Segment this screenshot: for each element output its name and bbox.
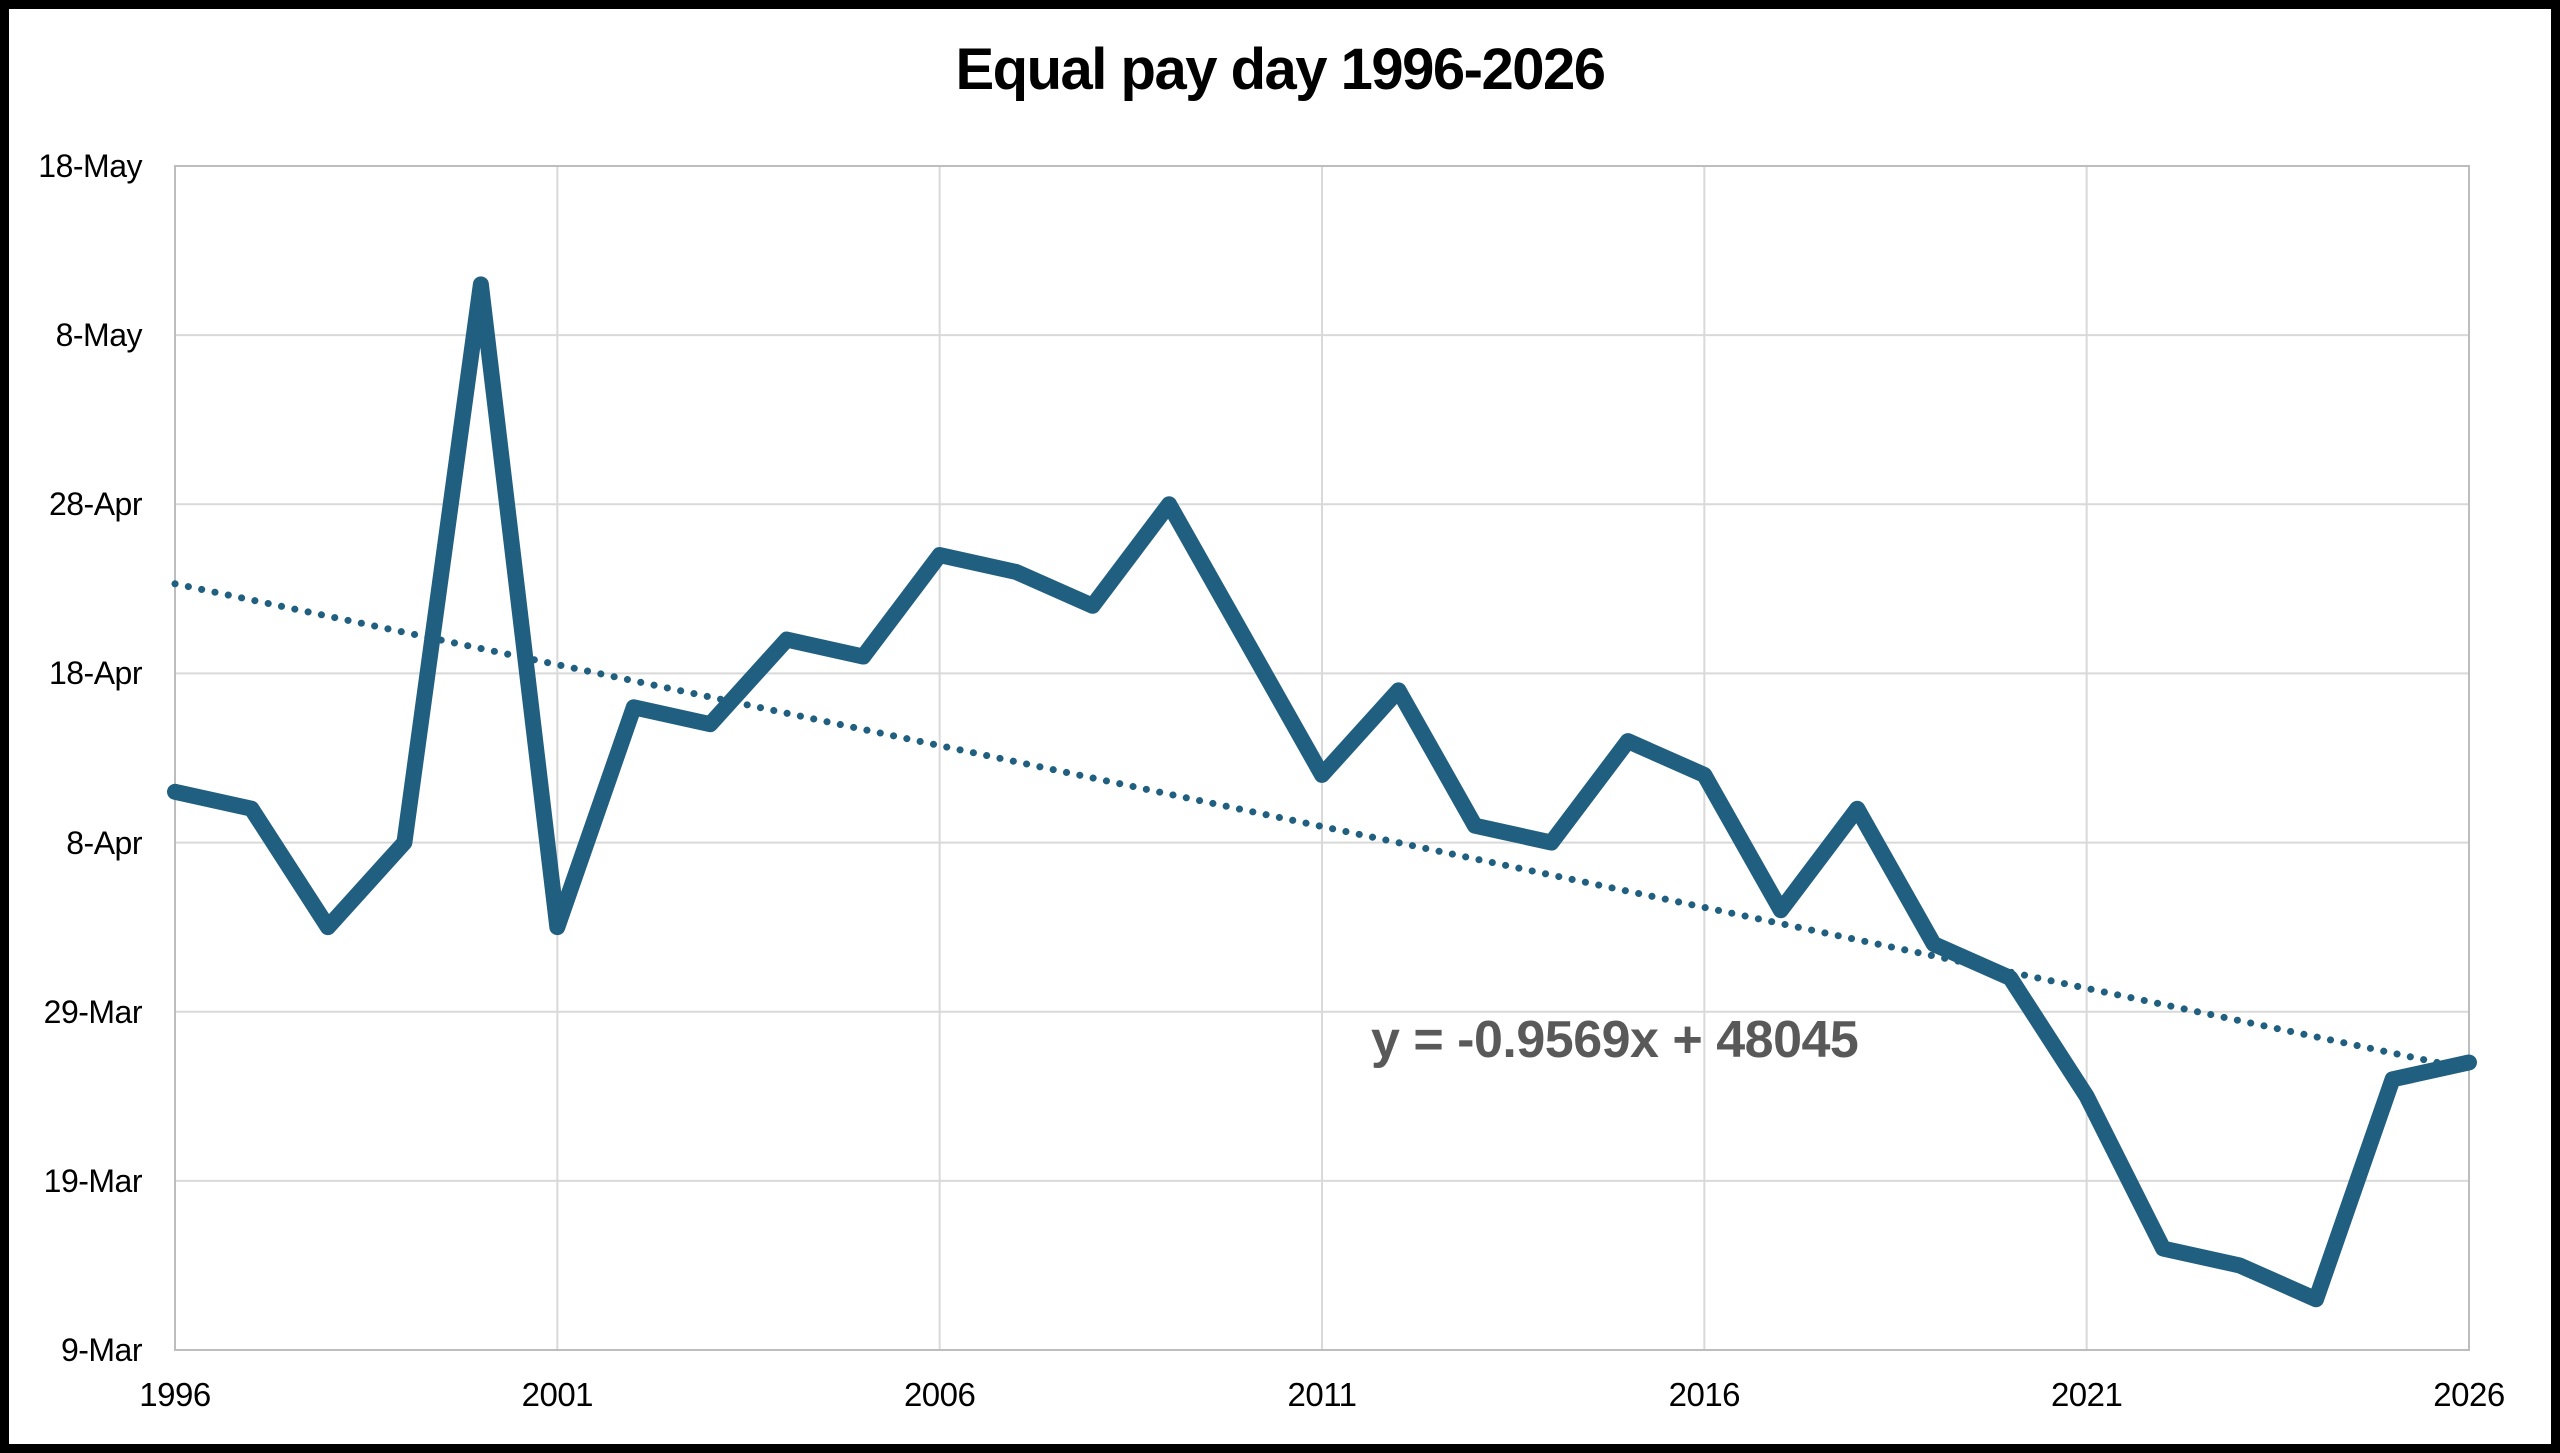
y-axis-tick-label: 9-Mar (60, 1332, 143, 1368)
y-axis-tick-label: 29-Mar (43, 993, 143, 1030)
x-axis-tick-label: 2001 (521, 1376, 594, 1413)
x-axis-tick-label: 2021 (2050, 1376, 2123, 1413)
x-axis-tick-label: 2016 (1668, 1376, 1741, 1413)
trendline-equation: y = -0.9569x + 48045 (1371, 1011, 1859, 1069)
x-axis-tick-label: 2026 (2433, 1376, 2505, 1413)
y-axis-tick-label: 8-Apr (66, 824, 142, 861)
main-series-line (167, 276, 2477, 1308)
y-axis-tick-label: 8-May (55, 317, 143, 354)
x-axis-tick-label: 2006 (903, 1376, 976, 1413)
y-axis-tick-label: 18-Apr (48, 655, 143, 692)
trendline (171, 580, 2473, 1073)
x-axis-tick-label: 1996 (139, 1376, 211, 1413)
y-axis-tick-label: 18-May (38, 148, 142, 184)
y-axis-tick-label: 28-Apr (48, 486, 143, 523)
plot-border (174, 165, 2470, 1351)
x-axis-tick-label: 2011 (1287, 1376, 1357, 1413)
chart-title: Equal pay day 1996-2026 (955, 37, 1606, 102)
y-axis-tick-label: 19-Mar (43, 1162, 143, 1199)
